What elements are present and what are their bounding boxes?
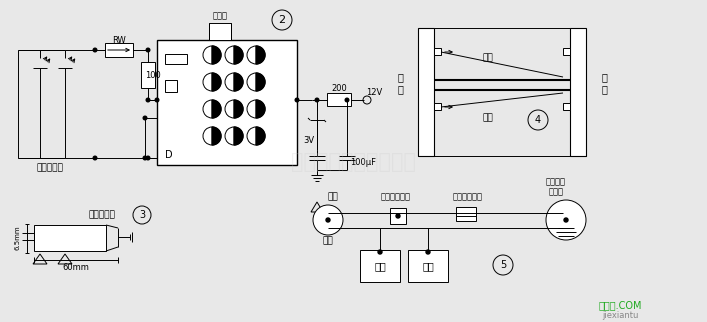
Polygon shape xyxy=(212,100,221,118)
Circle shape xyxy=(564,218,568,222)
Polygon shape xyxy=(256,100,265,118)
Text: 接线图.COM: 接线图.COM xyxy=(598,300,642,310)
Bar xyxy=(434,48,441,55)
Circle shape xyxy=(203,127,221,145)
Text: 红外发射管: 红外发射管 xyxy=(88,211,115,220)
Circle shape xyxy=(146,156,150,160)
Polygon shape xyxy=(256,46,265,64)
Circle shape xyxy=(93,48,97,52)
Text: 杭州将睿科技有限公司: 杭州将睿科技有限公司 xyxy=(291,152,416,172)
Text: 6.5mm: 6.5mm xyxy=(15,226,21,250)
Polygon shape xyxy=(256,73,265,91)
Bar xyxy=(563,48,570,55)
Text: jiexiantu: jiexiantu xyxy=(602,310,638,319)
Bar xyxy=(34,225,106,251)
Bar xyxy=(209,23,231,40)
Text: 室外: 室外 xyxy=(483,53,493,62)
Text: 100μF: 100μF xyxy=(350,157,376,166)
Text: 4: 4 xyxy=(535,115,541,125)
Circle shape xyxy=(378,250,382,254)
Text: 关门限位开关: 关门限位开关 xyxy=(381,193,411,202)
Bar xyxy=(408,250,448,282)
Text: D: D xyxy=(165,150,173,160)
Circle shape xyxy=(146,98,150,102)
Bar xyxy=(141,62,155,88)
Text: 链条: 链条 xyxy=(327,193,339,202)
Polygon shape xyxy=(234,73,243,91)
Polygon shape xyxy=(234,46,243,64)
Circle shape xyxy=(296,98,299,102)
Text: 短路线: 短路线 xyxy=(213,12,228,21)
Bar xyxy=(327,93,351,106)
Polygon shape xyxy=(212,127,221,145)
Circle shape xyxy=(313,205,343,235)
Circle shape xyxy=(315,98,319,102)
Text: 100: 100 xyxy=(145,71,161,80)
Text: 12V: 12V xyxy=(366,88,382,97)
Circle shape xyxy=(247,127,265,145)
Bar xyxy=(390,208,406,224)
Text: 3: 3 xyxy=(139,210,145,220)
Text: 开门限位开关: 开门限位开关 xyxy=(453,193,483,202)
Circle shape xyxy=(326,218,330,222)
Text: 5: 5 xyxy=(500,260,506,270)
Circle shape xyxy=(146,48,150,52)
Circle shape xyxy=(546,200,586,240)
Circle shape xyxy=(144,156,147,160)
Circle shape xyxy=(396,214,400,218)
Circle shape xyxy=(225,46,243,64)
Text: 齿轮: 齿轮 xyxy=(322,236,334,245)
Circle shape xyxy=(144,116,147,120)
Bar xyxy=(418,28,434,156)
Circle shape xyxy=(345,98,349,102)
Bar xyxy=(157,40,297,165)
Circle shape xyxy=(225,73,243,91)
Circle shape xyxy=(93,156,97,160)
Circle shape xyxy=(156,98,159,102)
Circle shape xyxy=(203,46,221,64)
Text: 室内: 室内 xyxy=(483,113,493,122)
Circle shape xyxy=(426,250,430,254)
Text: 右门: 右门 xyxy=(422,261,434,271)
Text: 发
射: 发 射 xyxy=(397,72,403,94)
Circle shape xyxy=(225,100,243,118)
Polygon shape xyxy=(212,73,221,91)
Text: RW: RW xyxy=(112,35,126,44)
Text: 3V: 3V xyxy=(303,136,315,145)
Bar xyxy=(165,80,177,92)
Circle shape xyxy=(203,100,221,118)
Circle shape xyxy=(225,127,243,145)
Text: 2: 2 xyxy=(279,15,286,25)
Text: 红外发射管: 红外发射管 xyxy=(37,164,64,173)
Circle shape xyxy=(203,73,221,91)
Text: 汽车雨刮
器电机: 汽车雨刮 器电机 xyxy=(546,177,566,197)
Bar xyxy=(570,28,586,156)
Bar xyxy=(456,207,476,221)
Polygon shape xyxy=(234,100,243,118)
Circle shape xyxy=(247,46,265,64)
Bar xyxy=(105,43,133,57)
Text: 200: 200 xyxy=(331,83,347,92)
Circle shape xyxy=(247,73,265,91)
Circle shape xyxy=(247,100,265,118)
Polygon shape xyxy=(256,127,265,145)
Text: 60mm: 60mm xyxy=(62,263,90,272)
Polygon shape xyxy=(212,46,221,64)
Bar xyxy=(165,54,187,64)
Bar xyxy=(360,250,400,282)
Bar xyxy=(563,103,570,110)
Text: 接
收: 接 收 xyxy=(601,72,607,94)
Bar xyxy=(434,103,441,110)
Polygon shape xyxy=(234,127,243,145)
Text: 左门: 左门 xyxy=(374,261,386,271)
